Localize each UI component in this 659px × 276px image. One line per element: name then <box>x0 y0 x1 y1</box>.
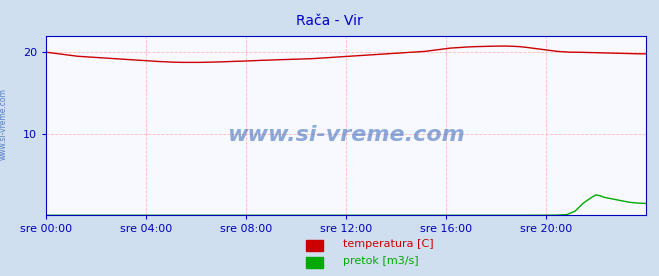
Text: www.si-vreme.com: www.si-vreme.com <box>0 88 8 160</box>
Text: Rača - Vir: Rača - Vir <box>296 14 363 28</box>
Text: temperatura [C]: temperatura [C] <box>343 239 434 249</box>
Text: www.si-vreme.com: www.si-vreme.com <box>227 124 465 145</box>
Text: pretok [m3/s]: pretok [m3/s] <box>343 256 418 266</box>
